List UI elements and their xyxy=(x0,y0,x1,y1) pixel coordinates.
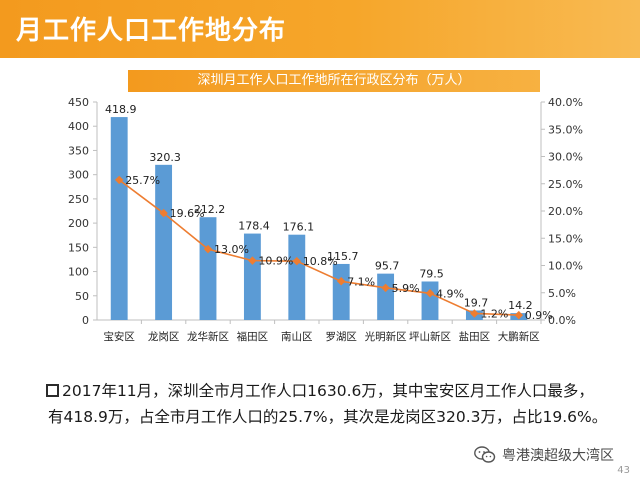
share-value-label: 13.0% xyxy=(214,243,249,256)
bar-value-label: 178.4 xyxy=(238,220,270,233)
share-value-label: 25.7% xyxy=(125,174,160,187)
y-tick-label-right: 35.0% xyxy=(548,123,583,136)
bar-value-label: 115.7 xyxy=(327,250,359,263)
share-point xyxy=(514,310,524,320)
share-point xyxy=(159,208,168,218)
share-point xyxy=(336,277,346,286)
x-tick-label: 盐田区 xyxy=(459,330,491,343)
y-tick-label-right: 30.0% xyxy=(548,151,583,164)
share-value-label: 5.9% xyxy=(392,282,420,295)
share-point xyxy=(470,309,479,318)
x-tick-label: 龙岗区 xyxy=(148,330,180,343)
page-number: 43 xyxy=(617,465,630,476)
bar-value-label: 14.2 xyxy=(508,299,533,312)
y-tick-label-left: 450 xyxy=(68,96,89,109)
share-value-label: 1.2% xyxy=(480,307,508,320)
share-value-label: 7.1% xyxy=(347,275,375,288)
y-tick-label-right: 5.0% xyxy=(548,287,576,300)
y-tick-label-right: 10.0% xyxy=(548,260,583,273)
y-tick-label-left: 200 xyxy=(68,217,89,230)
bar xyxy=(332,263,350,320)
chart-title: 深圳月工作人口工作地所在行政区分布（万人） xyxy=(128,70,540,92)
share-point xyxy=(248,256,257,265)
share-line xyxy=(118,179,519,316)
share-point xyxy=(425,289,435,298)
bar xyxy=(288,234,306,320)
share-point xyxy=(203,244,213,254)
share-point xyxy=(114,175,124,185)
watermark: 粤港澳超级大湾区 xyxy=(474,444,614,466)
y-tick-label-left: 400 xyxy=(68,120,89,133)
share-point xyxy=(381,283,390,293)
wechat-icon xyxy=(474,446,496,463)
bar-value-label: 418.9 xyxy=(105,103,137,116)
share-point xyxy=(292,256,302,266)
bar xyxy=(199,217,217,320)
share-value-label: 19.6% xyxy=(170,207,205,220)
bar xyxy=(243,233,261,320)
y-tick-label-right: 15.0% xyxy=(548,232,583,245)
bar-value-label: 19.7 xyxy=(464,296,489,309)
bar xyxy=(377,273,395,320)
header-bar: 月工作人口工作地分布 xyxy=(0,0,640,58)
x-tick-label: 大鹏新区 xyxy=(498,330,540,343)
y-tick-label-left: 50 xyxy=(75,290,89,303)
y-tick-label-left: 0 xyxy=(82,314,89,327)
x-tick-label: 福田区 xyxy=(237,330,269,343)
share-value-label: 10.8% xyxy=(303,255,338,268)
share-value-label: 4.9% xyxy=(436,287,464,300)
y-tick-label-right: 0.0% xyxy=(548,314,576,327)
y-tick-label-left: 150 xyxy=(68,241,89,254)
y-tick-label-left: 350 xyxy=(68,144,89,157)
bullet-icon xyxy=(46,384,59,397)
x-tick-label: 坪山新区 xyxy=(409,330,451,343)
bar-value-label: 212.2 xyxy=(194,203,226,216)
y-tick-label-right: 20.0% xyxy=(548,205,583,218)
bar xyxy=(155,164,173,320)
watermark-text: 粤港澳超级大湾区 xyxy=(502,448,614,464)
bar-value-label: 176.1 xyxy=(283,221,315,234)
summary-body: 2017年11月，深圳全市月工作人口1630.6万，其中宝安区月工作人口最多，有… xyxy=(48,382,608,426)
bar-value-label: 320.3 xyxy=(149,151,181,164)
page-title: 月工作人口工作地分布 xyxy=(16,16,287,46)
y-tick-label-right: 25.0% xyxy=(548,178,583,191)
y-tick-label-right: 40.0% xyxy=(548,96,583,109)
summary-text: 2017年11月，深圳全市月工作人口1630.6万，其中宝安区月工作人口最多，有… xyxy=(48,378,608,430)
bar xyxy=(110,117,128,320)
x-tick-label: 南山区 xyxy=(281,330,313,343)
bar-value-label: 95.7 xyxy=(375,260,400,273)
bar-line-chart: 0 50 100 150 200 250 300 350 400 450 0.0% 5.0% 10.0%… xyxy=(68,96,583,343)
y-tick-label-left: 100 xyxy=(68,266,89,279)
y-tick-label-left: 300 xyxy=(68,169,89,182)
bar-value-label: 79.5 xyxy=(419,267,444,280)
share-value-label: 10.9% xyxy=(258,255,293,268)
x-tick-label: 光明新区 xyxy=(365,330,407,343)
x-tick-label: 宝安区 xyxy=(103,330,135,343)
bar xyxy=(421,281,439,320)
share-value-label: 0.9% xyxy=(525,309,553,322)
y-tick-label-left: 250 xyxy=(68,193,89,206)
x-tick-label: 罗湖区 xyxy=(325,331,357,343)
x-tick-label: 龙华新区 xyxy=(187,330,229,343)
